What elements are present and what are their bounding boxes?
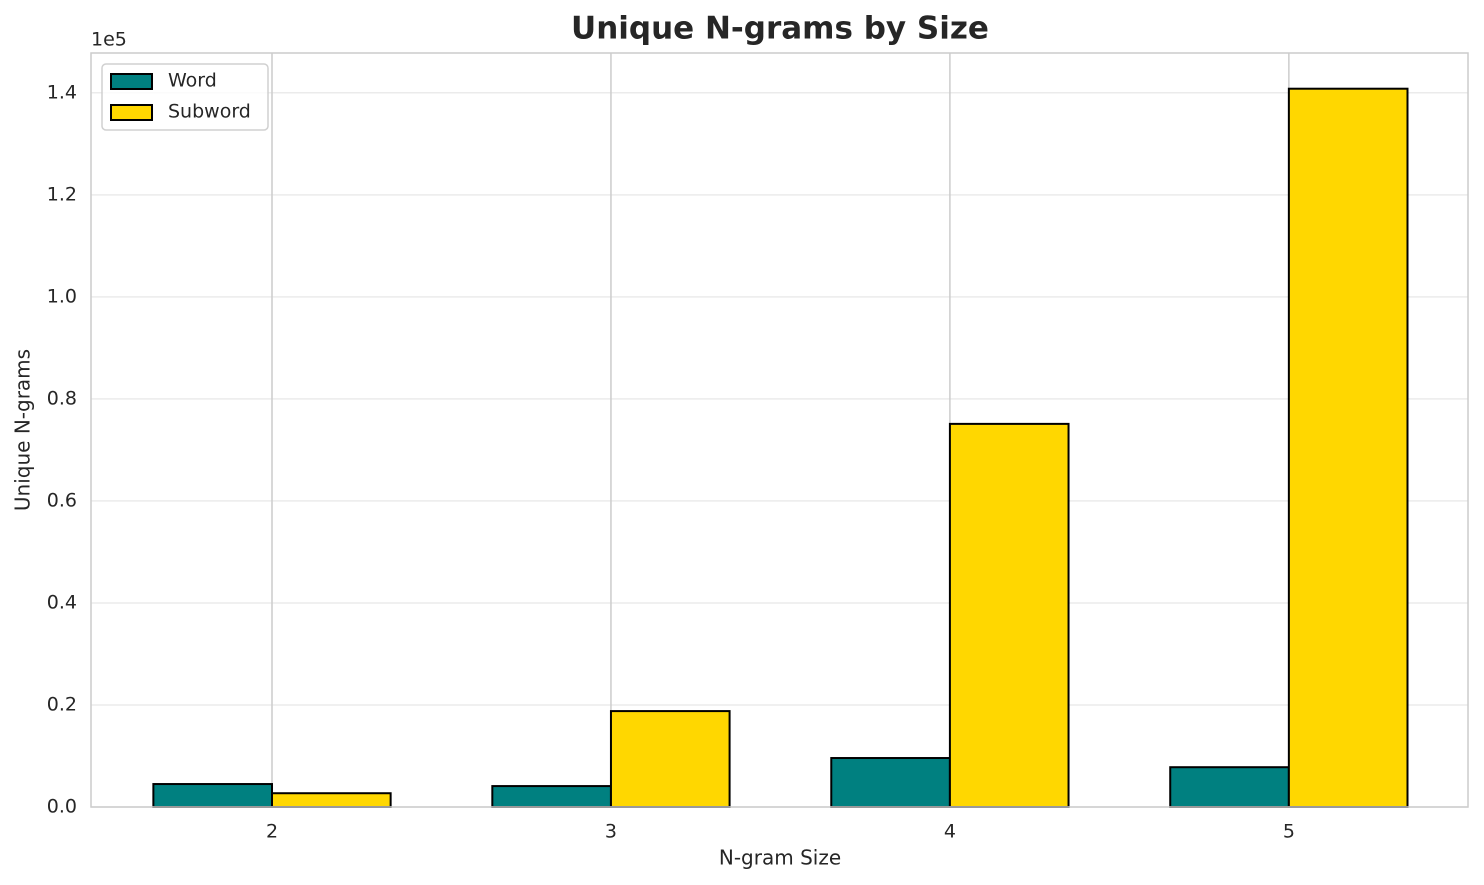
bar [271, 792, 392, 808]
chart-title: Unique N-grams by Size [571, 11, 989, 47]
bar [491, 785, 612, 809]
legend-label: Subword [168, 101, 251, 123]
bar [152, 783, 274, 808]
y-tick-label: 1.0 [47, 285, 77, 307]
bar [1287, 87, 1409, 808]
legend-swatch [110, 104, 153, 121]
y-tick-label: 1.2 [47, 183, 77, 205]
x-tick-label: 4 [944, 821, 956, 843]
x-tick-label: 5 [1283, 821, 1295, 843]
bar [1169, 766, 1290, 808]
y-tick-label: 0.6 [47, 489, 77, 511]
y-tick-label: 0.2 [47, 693, 77, 715]
y-tick-label: 0.4 [47, 591, 77, 613]
x-tick-label: 2 [266, 821, 278, 843]
x-tick-label: 3 [605, 821, 617, 843]
legend-label: Word [168, 70, 217, 92]
bar [948, 422, 1070, 808]
bar [609, 710, 731, 809]
y-axis-label: Unique N-grams [11, 349, 35, 511]
legend: Word Subword [101, 63, 269, 131]
x-axis-label: N-gram Size [719, 846, 841, 870]
bar [830, 757, 951, 808]
y-tick-label: 0.0 [47, 796, 77, 818]
legend-swatch [110, 73, 153, 90]
plot-frame [90, 52, 1469, 808]
y-tick-label: 1.4 [47, 81, 77, 103]
bars [152, 87, 1409, 809]
y-offset-label: 1e5 [91, 29, 127, 51]
y-tick-label: 0.8 [47, 387, 77, 409]
